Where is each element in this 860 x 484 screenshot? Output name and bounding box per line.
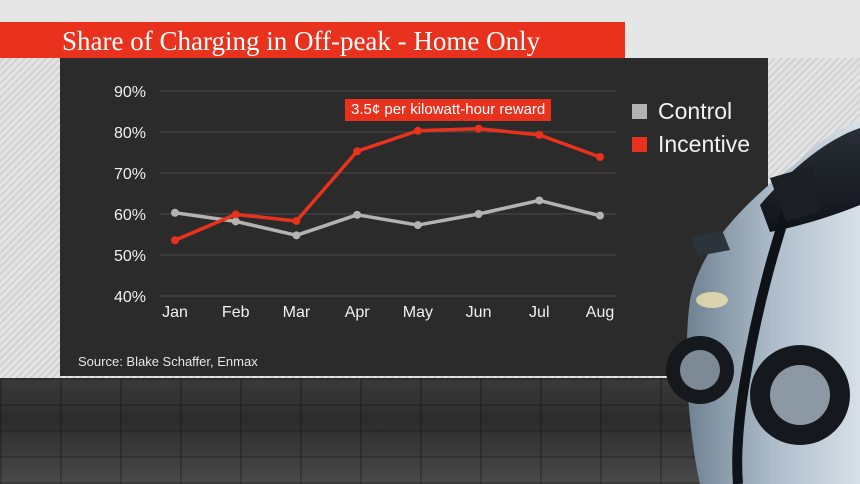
data-point-control xyxy=(535,196,544,205)
legend-item-incentive: Incentive xyxy=(632,128,750,161)
data-point-control xyxy=(413,221,422,230)
legend-item-control: Control xyxy=(632,95,750,128)
x-tick-label: Feb xyxy=(222,304,250,321)
front-wheel-rim xyxy=(680,350,720,390)
data-point-control xyxy=(292,231,301,240)
y-tick-labels: 40% 50% 60% 70% 80% 90% xyxy=(114,84,146,306)
data-point-incentive xyxy=(474,124,483,133)
x-tick-label: Jul xyxy=(529,304,549,321)
y-tick-label: 50% xyxy=(114,248,146,265)
data-point-control xyxy=(231,217,240,226)
x-tick-label: Jun xyxy=(466,304,492,321)
source-note: Source: Blake Schaffer, Enmax xyxy=(78,354,258,369)
legend-label-control: Control xyxy=(658,98,733,124)
data-point-incentive xyxy=(353,147,362,156)
y-tick-label: 60% xyxy=(114,207,146,224)
x-tick-labels: Jan Feb Mar Apr May Jun Jul Aug xyxy=(162,304,614,321)
y-tick-label: 70% xyxy=(114,166,146,183)
title-bar xyxy=(0,22,625,58)
data-point-incentive xyxy=(231,210,240,219)
x-tick-label: Aug xyxy=(586,304,614,321)
data-point-control xyxy=(171,208,179,217)
legend-swatch-incentive xyxy=(632,137,647,152)
charging-cable xyxy=(732,198,795,484)
data-point-control xyxy=(596,211,604,220)
y-tick-label: 40% xyxy=(114,289,146,306)
series-line-incentive xyxy=(174,126,601,242)
side-mirror xyxy=(692,230,730,256)
data-point-incentive xyxy=(413,126,422,135)
chart-title: Share of Charging in Off-peak - Home Onl… xyxy=(62,26,541,56)
y-tick-label: 90% xyxy=(114,84,146,101)
reward-annotation: 3.5¢ per kilowatt-hour reward xyxy=(345,99,552,121)
series-layer xyxy=(171,124,604,245)
rear-wheel-rim xyxy=(770,365,830,425)
x-tick-label: Jan xyxy=(162,304,188,321)
charging-plug xyxy=(770,166,822,222)
x-tick-label: Mar xyxy=(283,304,311,321)
data-point-incentive xyxy=(292,216,301,225)
x-tick-label: Apr xyxy=(345,304,371,321)
data-point-incentive xyxy=(535,130,544,139)
legend: Control Incentive xyxy=(632,95,750,161)
y-tick-label: 80% xyxy=(114,125,146,142)
data-point-incentive xyxy=(171,236,179,245)
legend-swatch-control xyxy=(632,104,647,119)
data-point-incentive xyxy=(596,153,604,162)
data-point-control xyxy=(353,210,362,219)
legend-label-incentive: Incentive xyxy=(658,131,751,157)
data-point-control xyxy=(474,210,483,218)
series-line-control xyxy=(174,198,601,238)
headlight xyxy=(696,292,728,308)
x-tick-label: May xyxy=(403,304,433,321)
